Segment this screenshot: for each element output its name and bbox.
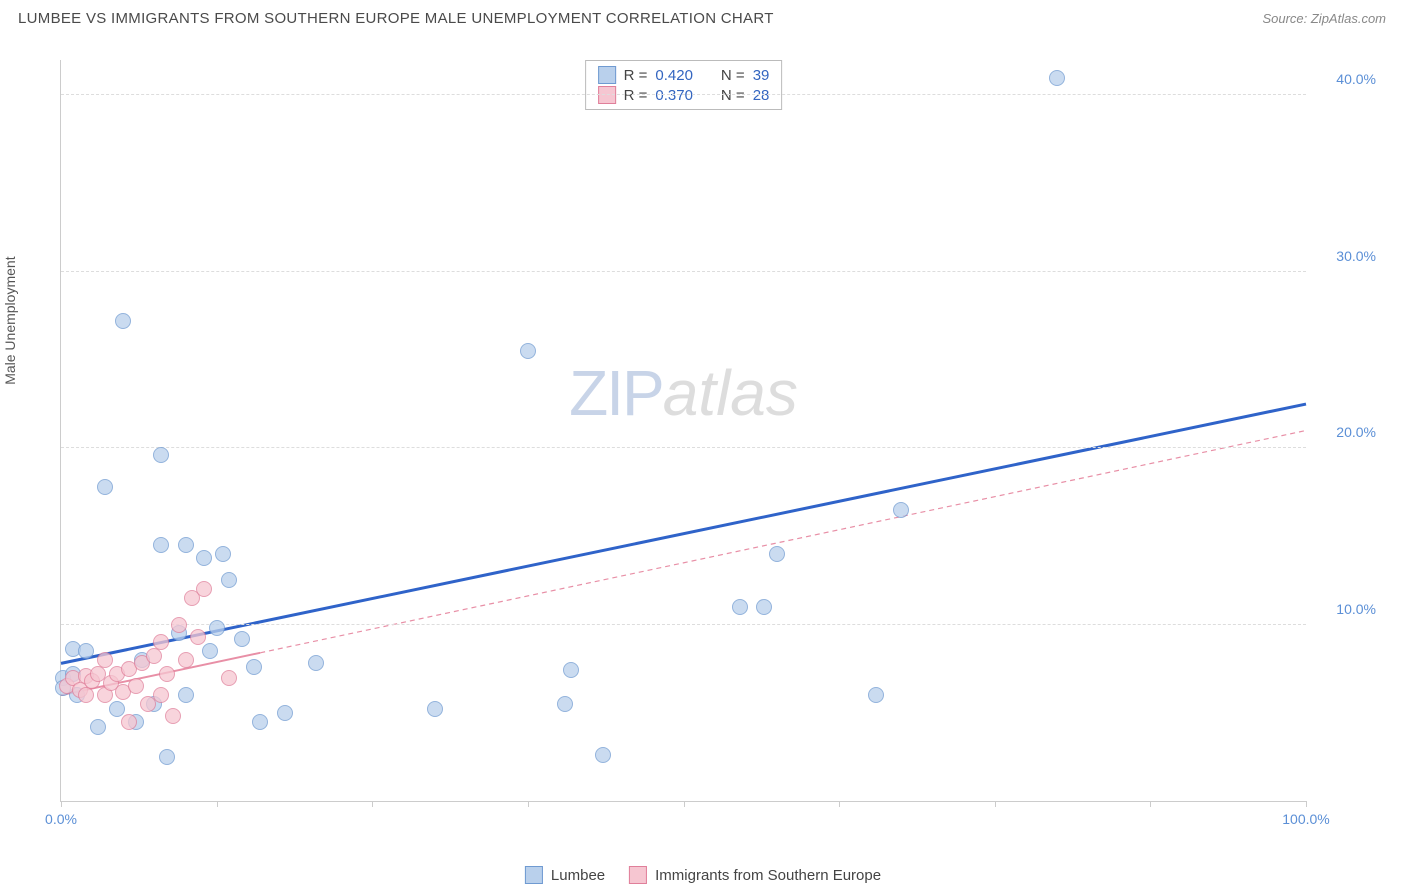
gridline-h [61, 624, 1306, 625]
watermark-atlas: atlas [663, 357, 798, 429]
data-point [153, 447, 169, 463]
legend-swatch [598, 66, 616, 84]
data-point [246, 659, 262, 675]
x-tick [684, 801, 685, 807]
source-attribution: Source: ZipAtlas.com [1262, 11, 1386, 26]
data-point [90, 719, 106, 735]
data-point [1049, 70, 1065, 86]
data-point [178, 687, 194, 703]
legend-swatch [629, 866, 647, 884]
data-point [769, 546, 785, 562]
stat-n-value: 39 [753, 67, 770, 84]
data-point [153, 687, 169, 703]
data-point [159, 749, 175, 765]
data-point [277, 705, 293, 721]
y-axis-label: Male Unemployment [2, 256, 18, 384]
data-point [146, 648, 162, 664]
x-tick [61, 801, 62, 807]
stat-r-label: R = [624, 67, 648, 84]
data-point [97, 652, 113, 668]
watermark-zip: ZIP [569, 357, 663, 429]
data-point [159, 666, 175, 682]
x-tick-label: 0.0% [45, 811, 77, 827]
data-point [202, 643, 218, 659]
legend-label: Lumbee [551, 867, 605, 884]
data-point [78, 643, 94, 659]
data-point [171, 617, 187, 633]
x-tick [839, 801, 840, 807]
x-tick [1150, 801, 1151, 807]
data-point [308, 655, 324, 671]
data-point [234, 631, 250, 647]
chart-container: Male Unemployment ZIPatlas R =0.420N =39… [18, 40, 1386, 842]
data-point [732, 599, 748, 615]
watermark: ZIPatlas [569, 356, 798, 430]
data-point [595, 747, 611, 763]
legend-label: Immigrants from Southern Europe [655, 867, 881, 884]
data-point [868, 687, 884, 703]
data-point [557, 696, 573, 712]
legend-swatch [525, 866, 543, 884]
gridline-h [61, 271, 1306, 272]
data-point [196, 581, 212, 597]
gridline-h [61, 447, 1306, 448]
legend-item: Lumbee [525, 866, 605, 884]
y-tick-label: 40.0% [1336, 71, 1376, 87]
data-point [128, 678, 144, 694]
data-point [563, 662, 579, 678]
data-point [756, 599, 772, 615]
x-tick [995, 801, 996, 807]
plot-area: ZIPatlas R =0.420N =39R =0.370N =28 10.0… [60, 60, 1306, 802]
data-point [109, 701, 125, 717]
data-point [520, 343, 536, 359]
chart-title: LUMBEE VS IMMIGRANTS FROM SOUTHERN EUROP… [18, 10, 774, 27]
data-point [153, 634, 169, 650]
data-point [178, 652, 194, 668]
data-point [97, 479, 113, 495]
stat-n-label: N = [721, 67, 745, 84]
trend-lines [61, 60, 1306, 801]
data-point [221, 670, 237, 686]
data-point [115, 313, 131, 329]
data-point [190, 629, 206, 645]
data-point [252, 714, 268, 730]
data-point [893, 502, 909, 518]
data-point [165, 708, 181, 724]
stats-legend: R =0.420N =39R =0.370N =28 [585, 60, 783, 110]
stats-legend-row: R = 0.420 N = 39 [598, 65, 770, 85]
gridline-h [61, 94, 1306, 95]
stat-r-value: 0.420 [655, 67, 693, 84]
x-tick-label: 100.0% [1282, 811, 1329, 827]
data-point [121, 714, 137, 730]
x-tick [528, 801, 529, 807]
x-tick [1306, 801, 1307, 807]
data-point [153, 537, 169, 553]
x-tick [217, 801, 218, 807]
data-point [196, 550, 212, 566]
y-tick-label: 30.0% [1336, 248, 1376, 264]
y-tick-label: 20.0% [1336, 424, 1376, 440]
data-point [427, 701, 443, 717]
data-point [178, 537, 194, 553]
x-tick [372, 801, 373, 807]
data-point [221, 572, 237, 588]
legend-item: Immigrants from Southern Europe [629, 866, 881, 884]
series-legend: Lumbee Immigrants from Southern Europe [525, 866, 881, 884]
data-point [209, 620, 225, 636]
data-point [78, 687, 94, 703]
data-point [215, 546, 231, 562]
y-tick-label: 10.0% [1336, 601, 1376, 617]
